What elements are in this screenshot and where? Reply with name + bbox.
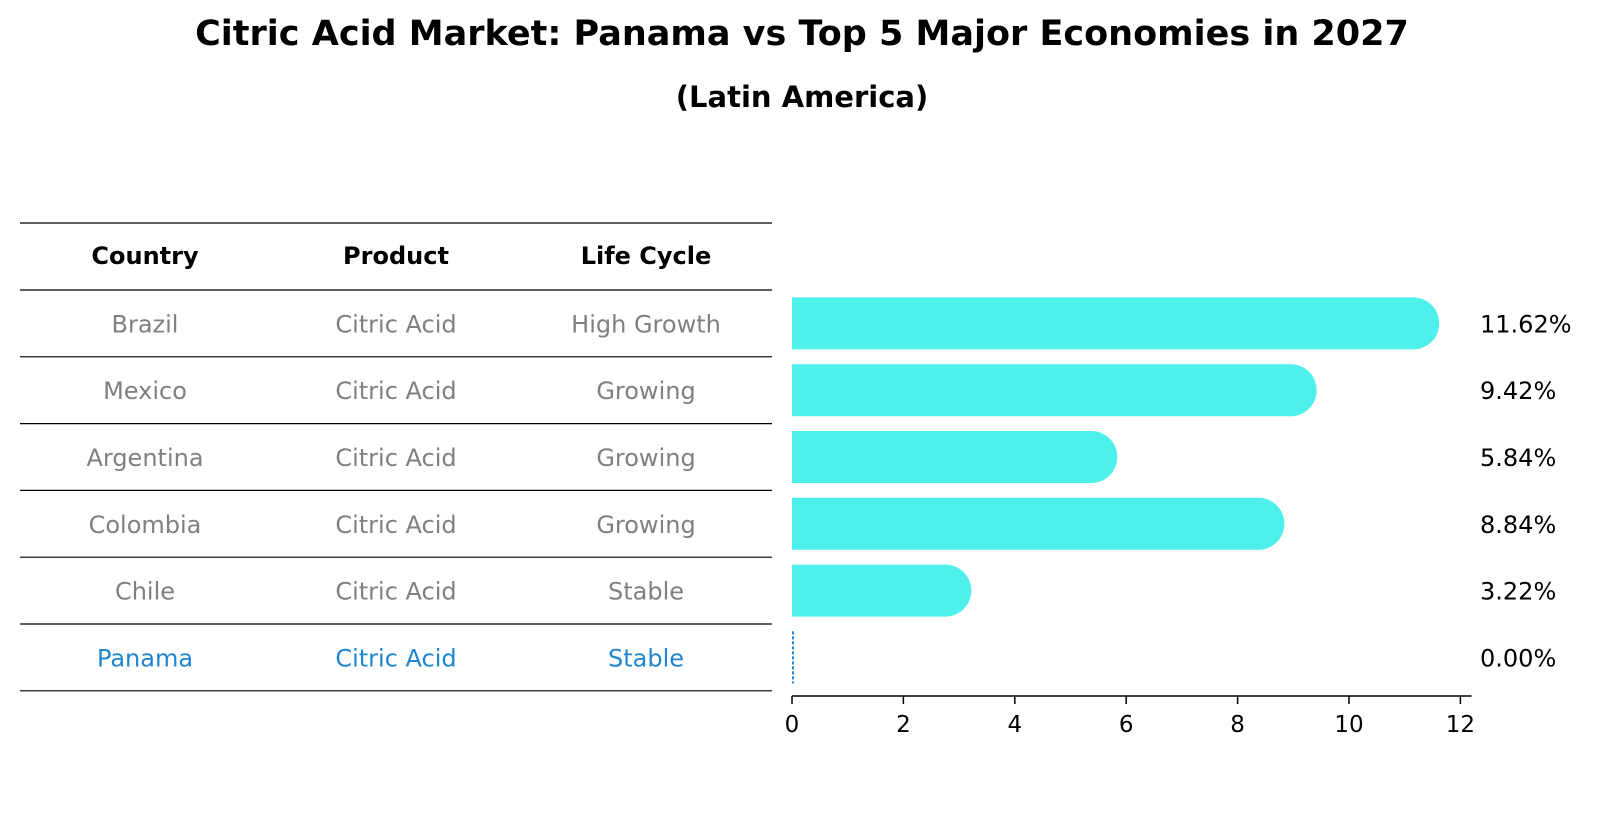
chart-title: Citric Acid Market: Panama vs Top 5 Majo… bbox=[195, 14, 1409, 54]
x-tick-label: 6 bbox=[1119, 712, 1134, 738]
table-cell-product: Citric Acid bbox=[335, 310, 456, 338]
table-cell-country: Chile bbox=[115, 578, 175, 606]
table-cell-country: Argentina bbox=[86, 444, 203, 472]
x-tick-label: 2 bbox=[896, 712, 911, 738]
x-tick-label: 8 bbox=[1230, 712, 1245, 738]
table-cell-life-cycle: Stable bbox=[608, 644, 684, 672]
table-cell-life-cycle: High Growth bbox=[571, 310, 721, 338]
x-tick-label: 12 bbox=[1446, 712, 1475, 738]
data-label: 0.00% bbox=[1480, 644, 1556, 672]
table-cell-product: Citric Acid bbox=[335, 511, 456, 539]
data-label: 11.62% bbox=[1480, 310, 1572, 338]
table-header-2: Product bbox=[343, 242, 449, 270]
table-cell-product: Citric Acid bbox=[335, 444, 456, 472]
bar bbox=[792, 297, 1440, 350]
table-cell-product: Citric Acid bbox=[335, 578, 456, 606]
x-tick-label: 0 bbox=[785, 712, 800, 738]
x-tick-label: 10 bbox=[1334, 712, 1363, 738]
chart-subtitle: (Latin America) bbox=[675, 80, 929, 114]
table-cell-product: Citric Acid bbox=[335, 377, 456, 405]
x-tick-label: 4 bbox=[1007, 712, 1022, 738]
table-header-3: Life Cycle bbox=[581, 242, 712, 270]
bar bbox=[792, 364, 1317, 417]
table-header-1: Country bbox=[91, 242, 199, 270]
table-cell-life-cycle: Growing bbox=[596, 377, 695, 405]
data-label: 5.84% bbox=[1480, 444, 1556, 472]
table-cell-life-cycle: Growing bbox=[596, 444, 695, 472]
data-label: 9.42% bbox=[1480, 377, 1556, 405]
bar bbox=[792, 431, 1118, 483]
table-cell-country: Brazil bbox=[112, 310, 179, 338]
table-cell-country: Mexico bbox=[103, 377, 187, 405]
table-cell-life-cycle: Stable bbox=[608, 578, 684, 606]
data-label: 3.22% bbox=[1480, 578, 1556, 606]
data-label: 8.84% bbox=[1480, 511, 1556, 539]
bar bbox=[792, 564, 972, 617]
table-cell-product: Citric Acid bbox=[335, 644, 456, 672]
bar bbox=[792, 497, 1285, 550]
table-cell-country: Panama bbox=[97, 644, 193, 672]
table-cell-country: Colombia bbox=[89, 511, 202, 539]
table-cell-life-cycle: Growing bbox=[596, 511, 695, 539]
